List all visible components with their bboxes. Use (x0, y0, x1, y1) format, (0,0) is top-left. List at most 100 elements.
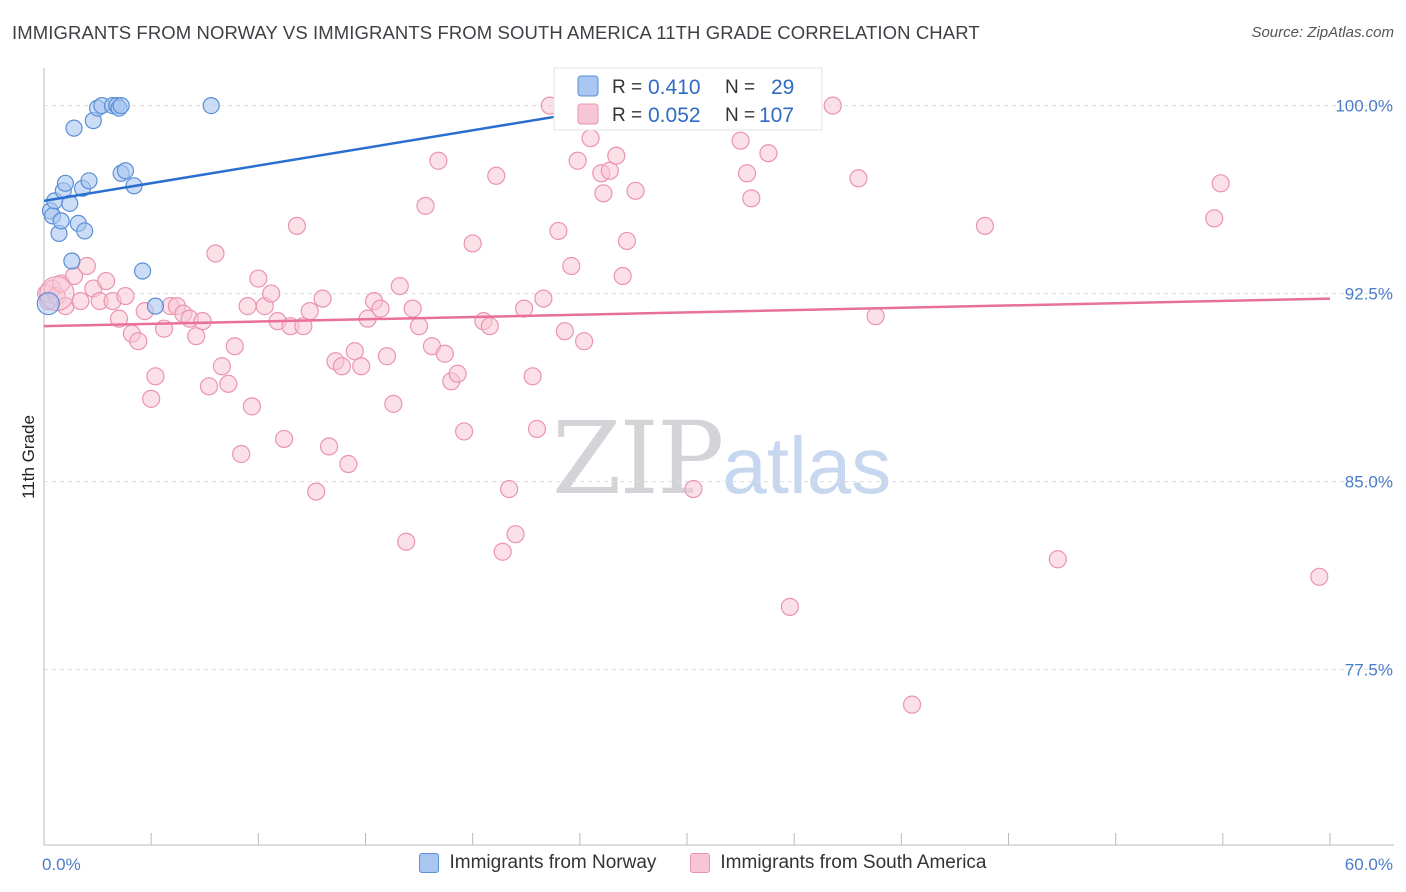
norway-point-8 (63, 252, 81, 270)
sa-point-91 (617, 231, 637, 251)
sa-point-43 (300, 302, 319, 321)
sa-point-89 (607, 146, 626, 165)
sa-point-105 (1048, 550, 1067, 569)
sa-point-14 (116, 286, 135, 306)
sa-point-92 (626, 181, 645, 200)
sa-point-31 (225, 337, 244, 356)
legend-norway-n-label: N = (725, 77, 755, 98)
sa-point-107 (1211, 174, 1230, 193)
source-label: Source: ZipAtlas.com (1251, 24, 1394, 41)
sa-point-96 (742, 189, 761, 208)
sa-point-49 (339, 454, 358, 474)
sa-point-55 (377, 347, 397, 366)
x-tick-labels: 0.0% 60.0% (42, 855, 1393, 874)
sa-point-106 (1205, 209, 1224, 228)
sa-point-37 (262, 284, 281, 303)
legend-swatch-norway-bottom (419, 853, 440, 873)
x-tick-label-1: 60.0% (1345, 855, 1393, 874)
sa-point-73 (500, 479, 519, 499)
legend-norway-r-label: R = (612, 77, 642, 98)
sa-point-33 (238, 297, 257, 316)
sa-point-44 (307, 482, 326, 501)
axes (43, 68, 1394, 846)
sa-point-98 (759, 144, 778, 163)
sa-point-28 (206, 244, 225, 263)
norway-point-9 (65, 119, 83, 137)
watermark-atlas: atlas (722, 421, 892, 510)
sa-point-59 (403, 299, 422, 318)
sa-point-25 (187, 327, 206, 346)
series-legend: Immigrants from Norway Immigrants from S… (0, 852, 1406, 874)
y-tick-labels: 100.0% 92.5% 85.0% 77.5% (1335, 97, 1393, 680)
sa-point-32 (232, 444, 251, 464)
sa-point-64 (435, 344, 454, 363)
sa-point-102 (866, 307, 885, 326)
sa-point-68 (463, 234, 482, 253)
x-tick-label-0: 0.0% (42, 855, 81, 874)
y-tick-label-1: 92.5% (1345, 285, 1393, 304)
sa-trend-line (43, 297, 1331, 328)
sa-point-90 (613, 266, 632, 286)
sa-point-94 (731, 131, 750, 150)
sa-point-100 (823, 96, 842, 115)
sa-point-29 (212, 357, 231, 376)
sa-point-34 (242, 397, 262, 416)
sa-point-81 (555, 322, 574, 341)
sa-point-11 (97, 271, 116, 291)
sa-point-46 (319, 437, 339, 456)
legend-sa-n-label: N = (725, 105, 755, 126)
legend-item-norway: Immigrants from Norway (419, 852, 656, 874)
sa-point-58 (397, 532, 416, 551)
norway-point-6 (56, 174, 75, 192)
sa-point-19 (146, 367, 165, 386)
legend-swatch-sa-bottom (690, 853, 711, 873)
sa-point-26 (193, 312, 212, 331)
sa-point-8 (77, 256, 96, 276)
legend-swatch-norway (577, 75, 599, 97)
sa-point-77 (527, 419, 547, 439)
sa-point-39 (274, 429, 294, 449)
series-south-america-points (37, 96, 1329, 714)
y-tick-label-2: 85.0% (1345, 473, 1393, 492)
sa-point-76 (523, 367, 542, 386)
sa-point-63 (429, 151, 448, 170)
sa-point-67 (454, 422, 474, 441)
sa-point-13 (109, 309, 129, 328)
legend-norway-r-value: 0.410 (648, 76, 701, 99)
sa-point-70 (480, 317, 499, 336)
sa-point-95 (737, 164, 757, 183)
sa-point-41 (287, 216, 307, 236)
norway-point-26 (202, 96, 220, 115)
legend-norway-n-value: 29 (771, 76, 794, 99)
sa-point-72 (493, 542, 512, 561)
legend-label-south-america: Immigrants from South America (720, 852, 987, 873)
y-axis-title: 11th Grade (19, 415, 38, 499)
norway-cluster (36, 292, 60, 316)
sa-point-35 (249, 269, 268, 288)
sa-point-74 (506, 525, 525, 544)
sa-point-45 (313, 289, 332, 308)
gridlines (44, 105, 1394, 671)
sa-point-61 (416, 196, 435, 215)
legend-label-norway: Immigrants from Norway (449, 852, 657, 873)
sa-point-83 (568, 151, 587, 170)
sa-point-103 (902, 695, 922, 714)
sa-point-104 (975, 216, 995, 236)
x-ticks (43, 833, 1331, 845)
norway-point-13 (80, 172, 98, 190)
norway-point-25 (146, 297, 165, 315)
sa-point-80 (549, 221, 568, 241)
sa-point-71 (487, 166, 506, 185)
norway-point-4 (52, 212, 70, 230)
sa-point-48 (332, 357, 352, 376)
sa-point-84 (575, 332, 594, 351)
sa-point-57 (390, 276, 409, 296)
sa-point-30 (219, 374, 238, 393)
sa-point-56 (384, 394, 403, 413)
sa-point-66 (448, 364, 467, 383)
sa-point-99 (780, 597, 799, 616)
y-tick-label-3: 77.5% (1345, 661, 1393, 680)
legend-sa-n-value: 107 (759, 104, 794, 127)
sa-point-27 (199, 377, 219, 396)
